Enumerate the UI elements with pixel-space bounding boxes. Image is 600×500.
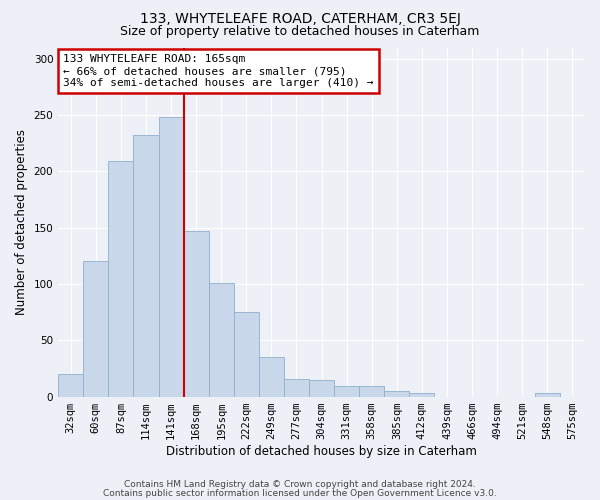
Y-axis label: Number of detached properties: Number of detached properties [15, 129, 28, 315]
Bar [184, 231, 209, 396]
Text: 133, WHYTELEAFE ROAD, CATERHAM, CR3 5EJ: 133, WHYTELEAFE ROAD, CATERHAM, CR3 5EJ [140, 12, 460, 26]
Bar [309, 380, 334, 396]
Bar [284, 378, 309, 396]
Bar [83, 262, 109, 396]
Bar [535, 393, 560, 396]
Text: Contains HM Land Registry data © Crown copyright and database right 2024.: Contains HM Land Registry data © Crown c… [124, 480, 476, 489]
Bar [158, 118, 184, 396]
Bar [133, 136, 158, 396]
Text: Contains public sector information licensed under the Open Government Licence v3: Contains public sector information licen… [103, 488, 497, 498]
Bar [209, 283, 234, 397]
Text: 133 WHYTELEAFE ROAD: 165sqm
← 66% of detached houses are smaller (795)
34% of se: 133 WHYTELEAFE ROAD: 165sqm ← 66% of det… [64, 54, 374, 88]
X-axis label: Distribution of detached houses by size in Caterham: Distribution of detached houses by size … [166, 444, 477, 458]
Bar [409, 393, 434, 396]
Text: Size of property relative to detached houses in Caterham: Size of property relative to detached ho… [121, 25, 479, 38]
Bar [234, 312, 259, 396]
Bar [58, 374, 83, 396]
Bar [109, 161, 133, 396]
Bar [385, 391, 409, 396]
Bar [359, 386, 385, 396]
Bar [334, 386, 359, 396]
Bar [259, 357, 284, 397]
